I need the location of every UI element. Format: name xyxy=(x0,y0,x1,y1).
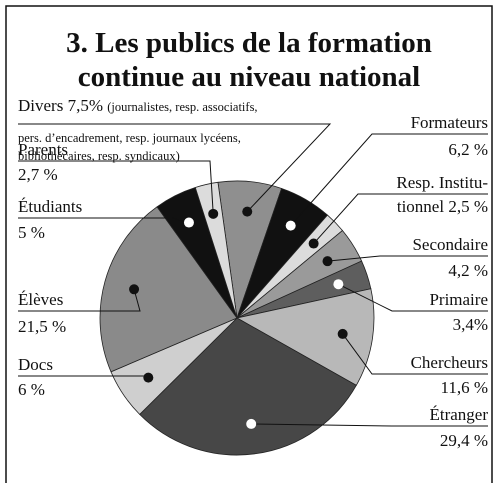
category-label: Parents xyxy=(18,140,68,159)
leader-dot xyxy=(337,328,348,339)
leader-dot xyxy=(308,238,319,249)
leader-line xyxy=(338,283,488,312)
leader-dot xyxy=(246,418,257,429)
value-label: 2,5 % xyxy=(448,197,488,216)
leader-line xyxy=(18,289,141,312)
title-line: 3. Les publics de la formation xyxy=(66,27,432,59)
leader-dot xyxy=(143,372,154,383)
leader-line xyxy=(18,217,190,224)
leader-line xyxy=(327,255,488,262)
category-label: Élèves xyxy=(18,290,63,309)
value-label: 3,4% xyxy=(453,315,488,334)
category-label: Étranger xyxy=(429,405,488,424)
leader-line xyxy=(313,193,488,244)
category-label: Secondaire xyxy=(412,235,488,254)
value-label: 2,7 % xyxy=(18,165,58,184)
annotation: bibliothécaires, resp. syndicaux) xyxy=(18,149,180,163)
value-label: 4,2 % xyxy=(448,261,488,280)
slice-label: tionnel 2,5 % xyxy=(397,197,488,216)
slice-label: Divers 7,5% (journalistes, resp. associa… xyxy=(18,96,258,115)
value-label: 6 % xyxy=(18,380,45,399)
leader-dot xyxy=(285,220,296,231)
leader-line xyxy=(251,423,488,427)
value-label: 5 % xyxy=(18,223,45,242)
leader-dot xyxy=(208,208,219,219)
annotation: (journalistes, resp. associatifs, xyxy=(107,100,257,114)
value-label: 29,4 % xyxy=(440,431,488,450)
category-label: tionnel xyxy=(397,197,444,216)
leader-dot xyxy=(322,256,333,267)
annotation: pers. d’encadrement, resp. journaux lycé… xyxy=(18,131,241,145)
leader-dot xyxy=(183,217,194,228)
leader-dot xyxy=(129,284,140,295)
leader-line xyxy=(18,160,214,214)
value-label: 21,5 % xyxy=(18,317,66,336)
category-label: Docs xyxy=(18,355,53,374)
frame xyxy=(5,5,493,488)
category-label: Resp. Institu- xyxy=(396,173,488,192)
pie-slice xyxy=(139,317,357,456)
leader-line xyxy=(290,133,488,226)
value-label: 6,2 % xyxy=(448,140,488,159)
value-label: 11,6 % xyxy=(440,378,488,397)
pie-slice xyxy=(235,288,375,386)
leader-line xyxy=(342,333,488,375)
pie-slice xyxy=(194,181,238,319)
category-label: Primaire xyxy=(429,290,488,309)
title-line: continue au niveau national xyxy=(78,61,420,93)
category-label: Étudiants xyxy=(18,197,82,216)
leader-line xyxy=(18,123,332,212)
leader-dot xyxy=(333,279,344,290)
category-label: Chercheurs xyxy=(411,353,488,372)
leader-dot xyxy=(242,206,253,217)
value-label: 7,5% xyxy=(68,96,103,115)
category-label: Formateurs xyxy=(411,113,488,132)
category-label: Divers xyxy=(18,96,63,115)
